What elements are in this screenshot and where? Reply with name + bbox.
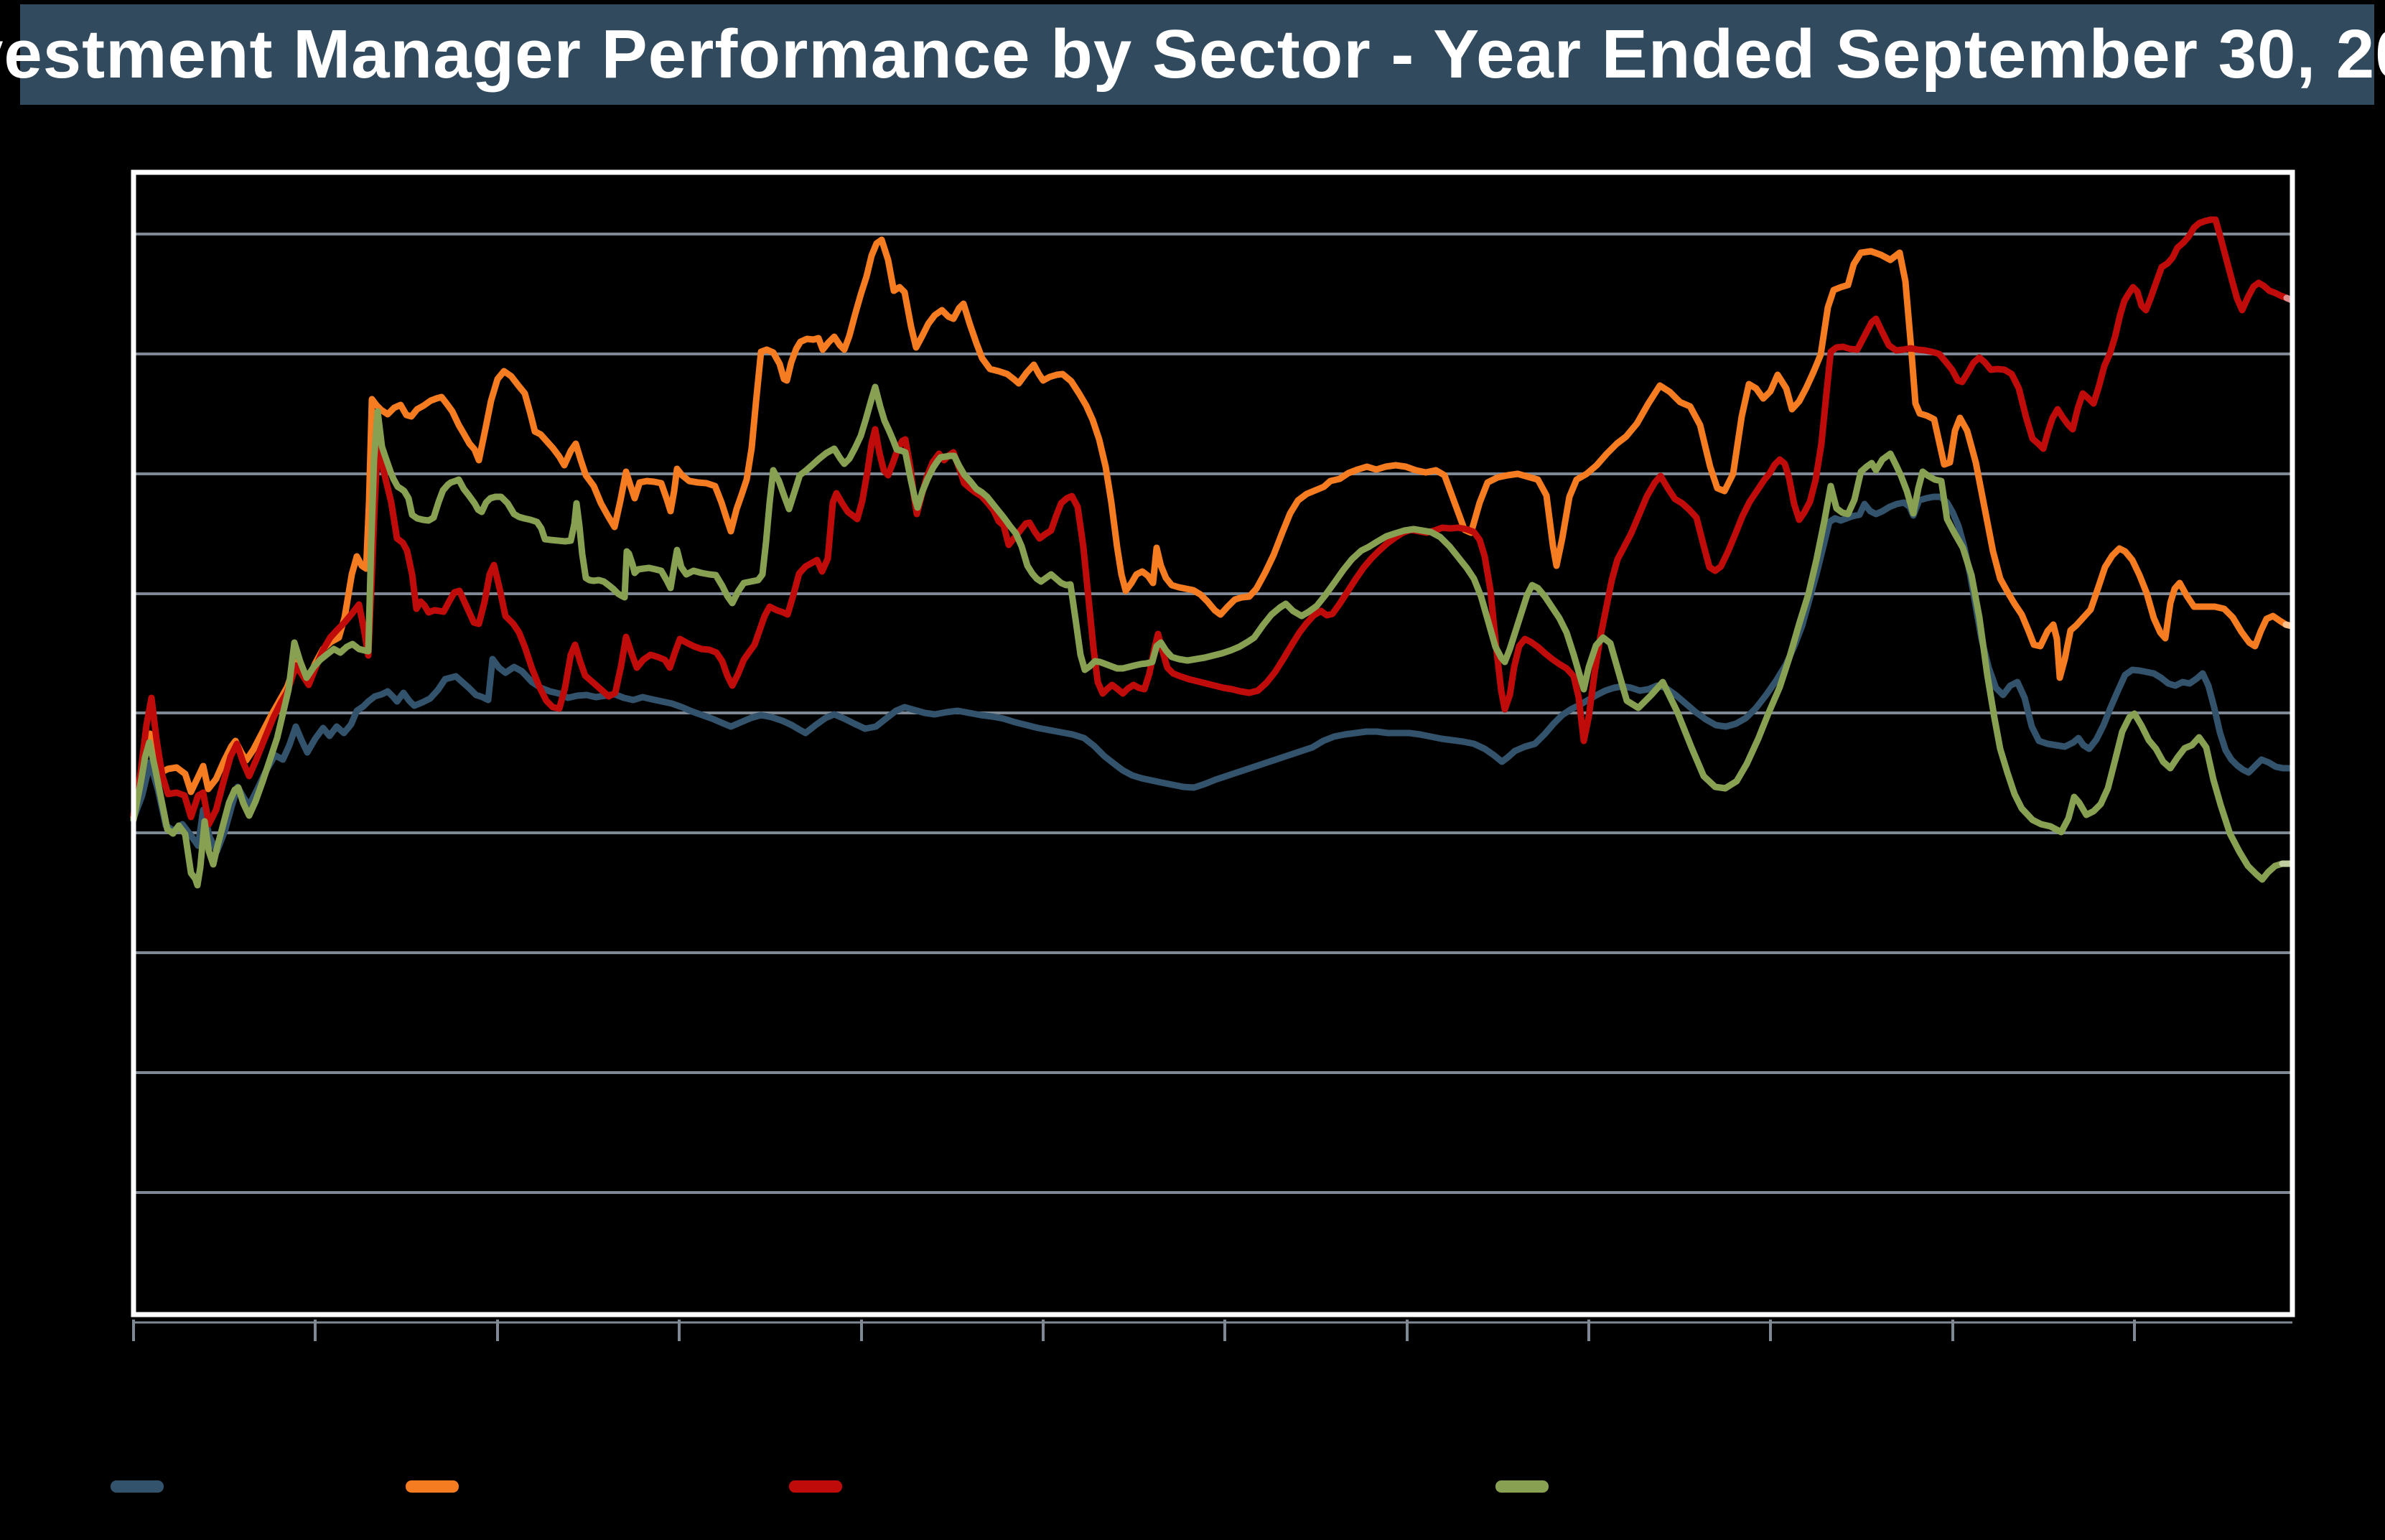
- series-line-green: [130, 383, 2295, 889]
- series-line-orange: [130, 236, 2295, 821]
- page-title: Investment Manager Performance by Sector…: [0, 16, 2385, 93]
- series-line-red: [130, 216, 2295, 828]
- plot-border: [131, 169, 2295, 1317]
- legend-swatch-red: [789, 1480, 842, 1493]
- legend-swatch-green: [1495, 1480, 1549, 1493]
- series-line-blue: [130, 493, 2294, 855]
- legend-swatch-orange: [406, 1480, 459, 1493]
- legend-swatch-blue: [111, 1480, 164, 1493]
- title-bar: Investment Manager Performance by Sector…: [0, 4, 2385, 105]
